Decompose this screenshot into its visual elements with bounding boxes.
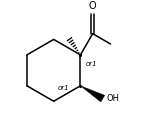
Text: OH: OH — [107, 94, 120, 103]
Text: O: O — [89, 1, 97, 11]
Polygon shape — [80, 86, 105, 102]
Text: or1: or1 — [57, 84, 69, 91]
Text: or1: or1 — [86, 61, 97, 67]
